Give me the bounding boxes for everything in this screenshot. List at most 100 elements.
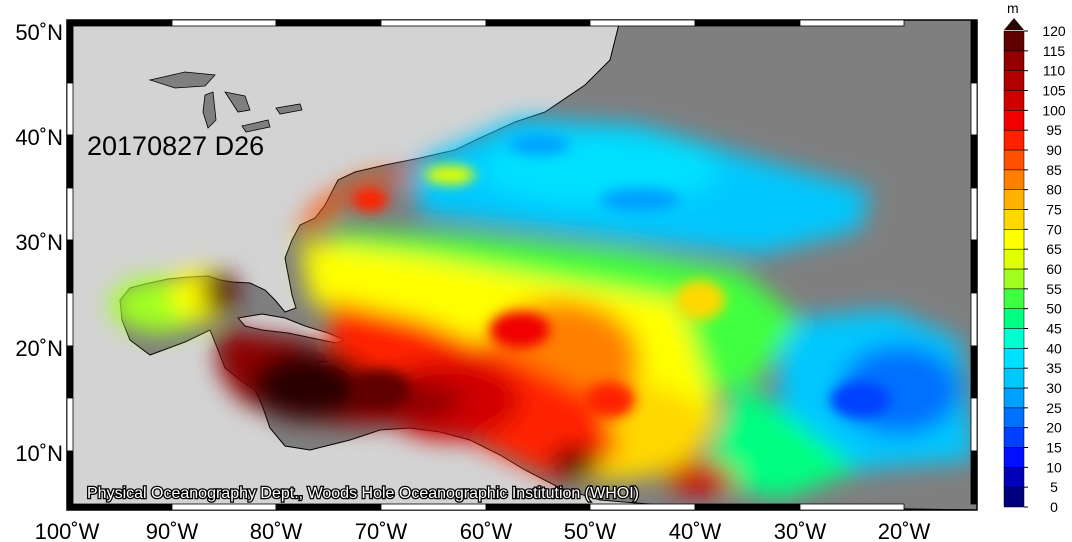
latitude-tick-label: 40˚N	[15, 125, 63, 150]
longitude-tick-label: 80˚W	[250, 519, 303, 542]
colorbar-tick-label: 65	[1046, 241, 1062, 257]
colorbar-tick-label: 30	[1046, 380, 1062, 396]
colorbar-cell	[1003, 90, 1025, 111]
graticule-bar	[589, 503, 696, 511]
colorbar-tick-label: 75	[1046, 202, 1062, 218]
graticule-bar	[66, 450, 74, 505]
longitude-tick-label: 30˚W	[774, 519, 827, 542]
colorbar-cell	[1003, 30, 1025, 52]
colorbar-cell	[1003, 70, 1025, 91]
colorbar-cell	[1003, 169, 1025, 190]
heat-blob	[425, 165, 475, 185]
latitude-tick-label: 30˚N	[15, 230, 63, 255]
colorbar-cell	[1003, 348, 1025, 369]
colorbar-cell	[1003, 407, 1025, 428]
graticule-bars	[66, 19, 978, 511]
heat-blob	[550, 447, 600, 477]
latitude-tick-label: 10˚N	[15, 441, 63, 466]
colorbar-cell	[1003, 308, 1025, 329]
graticule-bar	[66, 397, 74, 452]
latitude-tick-label: 20˚N	[15, 336, 63, 361]
date-label: 20170827 D26	[87, 131, 264, 161]
graticule-bar	[171, 19, 277, 27]
heat-blob	[675, 280, 725, 320]
colorbar-cell	[1003, 427, 1025, 448]
graticule-bar	[970, 187, 978, 241]
longitude-axis: 100˚W 90˚W 80˚W 70˚W 60˚W 50˚W 40˚W 30˚W 20˚W	[35, 519, 931, 542]
graticule-bar	[970, 19, 978, 84]
colorbar-cell	[1003, 328, 1025, 349]
graticule-bar	[970, 239, 978, 294]
graticule-bar	[799, 19, 905, 27]
colorbar-tick-label: 110	[1043, 63, 1066, 79]
graticule-bar	[275, 19, 382, 27]
colorbar-tick-label: 120	[1042, 23, 1066, 39]
graticule-bar	[970, 397, 978, 452]
graticule-bar	[970, 292, 978, 347]
colorbar: m 12011511010510095908580757065605550454…	[1003, 0, 1066, 515]
heat-blob	[510, 135, 570, 155]
graticule-bar	[66, 503, 173, 511]
colorbar-cell	[1003, 248, 1025, 270]
graticule-bar	[66, 134, 74, 189]
colorbar-cell	[1003, 229, 1025, 250]
longitude-tick-label: 90˚W	[146, 519, 199, 542]
colorbar-tick-label: 45	[1046, 321, 1062, 337]
longitude-tick-label: 100˚W	[35, 519, 100, 542]
graticule-bar	[380, 19, 487, 27]
map-area	[67, 20, 977, 510]
graticule-bar	[171, 503, 277, 511]
heat-blob	[292, 168, 420, 235]
heat-content-field	[110, 118, 975, 500]
heat-blob	[700, 380, 860, 500]
graticule-bar	[66, 239, 74, 294]
heat-blob	[202, 272, 238, 312]
heat-blob	[830, 382, 890, 418]
heat-blob	[250, 350, 370, 420]
graticule-bar	[66, 292, 74, 347]
graticule-bar	[485, 19, 591, 27]
heat-blob	[352, 188, 388, 212]
graticule-bar	[380, 503, 487, 511]
colorbar-cell	[1003, 50, 1025, 71]
longitude-tick-label: 40˚W	[669, 519, 722, 542]
colorbar-tick-label: 105	[1042, 83, 1066, 99]
colorbar-tick-label: 95	[1046, 122, 1062, 138]
colorbar-cell	[1003, 486, 1025, 508]
longitude-tick-label: 70˚W	[355, 519, 408, 542]
colorbar-tick-label: 5	[1050, 479, 1058, 495]
longitude-tick-label: 60˚W	[460, 519, 513, 542]
colorbar-tick-label: 0	[1050, 499, 1058, 515]
longitude-tick-label: 20˚W	[878, 519, 931, 542]
graticule-bar	[485, 503, 591, 511]
colorbar-tick-label: 70	[1046, 221, 1062, 237]
colorbar-cell	[1003, 110, 1025, 131]
graticule-bar	[694, 19, 801, 27]
colorbar-tick-label: 55	[1046, 281, 1062, 297]
colorbar-cell	[1003, 467, 1025, 488]
colorbar-cell	[1003, 189, 1025, 210]
credit-text: Physical Oceanography Dept., Woods Hole …	[87, 485, 639, 502]
colorbar-tick-label: 10	[1046, 459, 1062, 475]
colorbar-ticks: 1201151101051009590858075706560555045403…	[1024, 23, 1066, 515]
colorbar-tick-label: 20	[1046, 420, 1062, 436]
colorbar-tick-label: 35	[1046, 360, 1062, 376]
latitude-tick-label: 50˚N	[15, 20, 63, 45]
colorbar-tick-label: 90	[1046, 142, 1062, 158]
graticule-bar	[275, 503, 382, 511]
graticule-bar	[970, 134, 978, 189]
colorbar-tick-label: 80	[1046, 182, 1062, 198]
graticule-bar	[799, 503, 905, 511]
heat-blob	[600, 188, 680, 212]
heat-blob	[490, 312, 550, 348]
colorbar-unit: m	[1007, 0, 1019, 16]
heat-blob	[350, 370, 410, 410]
colorbar-tick-label: 40	[1046, 340, 1062, 356]
heat-blob	[585, 382, 635, 418]
colorbar-tick-label: 60	[1046, 261, 1062, 277]
colorbar-cell	[1003, 447, 1025, 468]
graticule-bar	[970, 82, 978, 136]
colorbar-cell	[1003, 129, 1025, 151]
graticule-bar	[66, 187, 74, 241]
graticule-bar	[694, 503, 801, 511]
